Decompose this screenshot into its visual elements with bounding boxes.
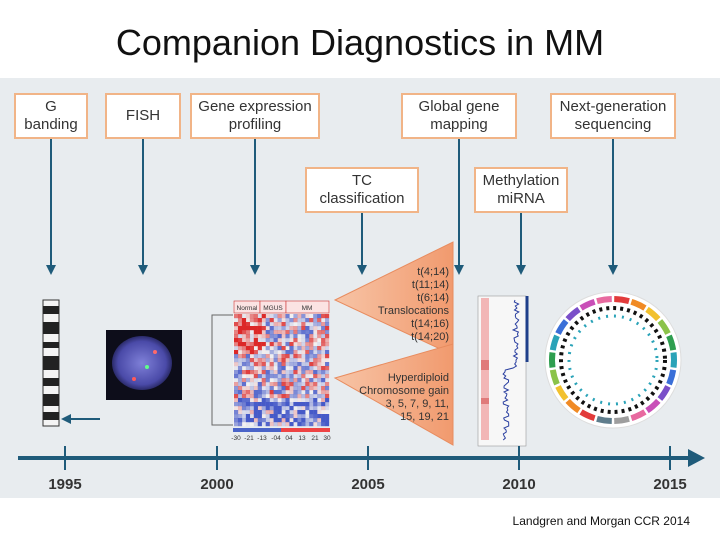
methylation-label: Methylation miRNA: [482, 172, 560, 207]
chromosome-gain-label: Chromosome gain: [359, 385, 449, 397]
heatmap-header-normal: Normal: [237, 305, 259, 312]
svg-text:30: 30: [323, 435, 331, 442]
gene-expression-box: Gene expression profiling: [190, 93, 320, 139]
slide-title: Companion Diagnostics in MM: [115, 22, 605, 63]
translocation-t11-14: t(11;14): [412, 279, 449, 291]
heatmap-header-mgus: MGUS: [263, 305, 283, 312]
fish-box: FISH: [105, 93, 181, 139]
year-2000: 2000: [200, 476, 233, 493]
translocation-t6-14: t(6;14): [417, 292, 449, 304]
hyperdiploid-label: Hyperdiploid: [388, 372, 449, 384]
methylation-plot: [477, 295, 529, 447]
fish-label: FISH: [125, 107, 161, 124]
global-gene-mapping-label: Global gene mapping: [418, 98, 500, 133]
heatmap-scale: -30 -21 -13 -04 04 13 21 30: [231, 435, 331, 442]
fish-image: [106, 330, 182, 400]
citation: Landgren and Morgan CCR 2014: [512, 514, 690, 528]
connector-arrows: [46, 139, 618, 424]
circos-plot: [544, 291, 682, 429]
year-2010: 2010: [502, 476, 535, 493]
translocation-t14-20: t(14;20): [411, 331, 449, 343]
svg-text:13: 13: [298, 435, 306, 442]
methylation-box: Methylation miRNA: [474, 167, 568, 213]
timeline-axis: 1995 2000 2005 2010 2015: [18, 446, 705, 493]
ngs-label: Next-generation sequencing: [559, 98, 667, 133]
svg-text:-30: -30: [231, 435, 241, 442]
global-gene-mapping-box: Global gene mapping: [401, 93, 517, 139]
svg-text:-21: -21: [244, 435, 254, 442]
svg-text:21: 21: [311, 435, 319, 442]
year-1995: 1995: [48, 476, 81, 493]
heatmap-header-mm: MM: [302, 305, 313, 312]
svg-text:-04: -04: [271, 435, 281, 442]
tc-triangles: t(4;14) t(11;14) t(6;14) Translocations …: [333, 241, 454, 446]
ngs-box: Next-generation sequencing: [550, 93, 676, 139]
chromosome-list-1: 3, 5, 7, 9, 11,: [386, 398, 449, 410]
tc-classification-label: TC classification: [319, 172, 405, 207]
year-2005: 2005: [351, 476, 384, 493]
translocation-t14-16: t(14;16): [411, 318, 449, 330]
year-2015: 2015: [653, 476, 686, 493]
translocations-label: Translocations: [378, 305, 450, 317]
svg-text:-13: -13: [257, 435, 267, 442]
chromosome-image: [42, 299, 60, 427]
gene-expression-label: Gene expression profiling: [198, 98, 312, 133]
svg-text:04: 04: [285, 435, 293, 442]
chromosome-list-2: 15, 19, 21: [400, 411, 449, 423]
heatmap: Normal MGUS MM -30 -21 -13 -04 04 13 21 …: [211, 300, 331, 442]
translocation-t4-14: t(4;14): [417, 266, 449, 278]
tc-classification-box: TC classification: [305, 167, 419, 213]
